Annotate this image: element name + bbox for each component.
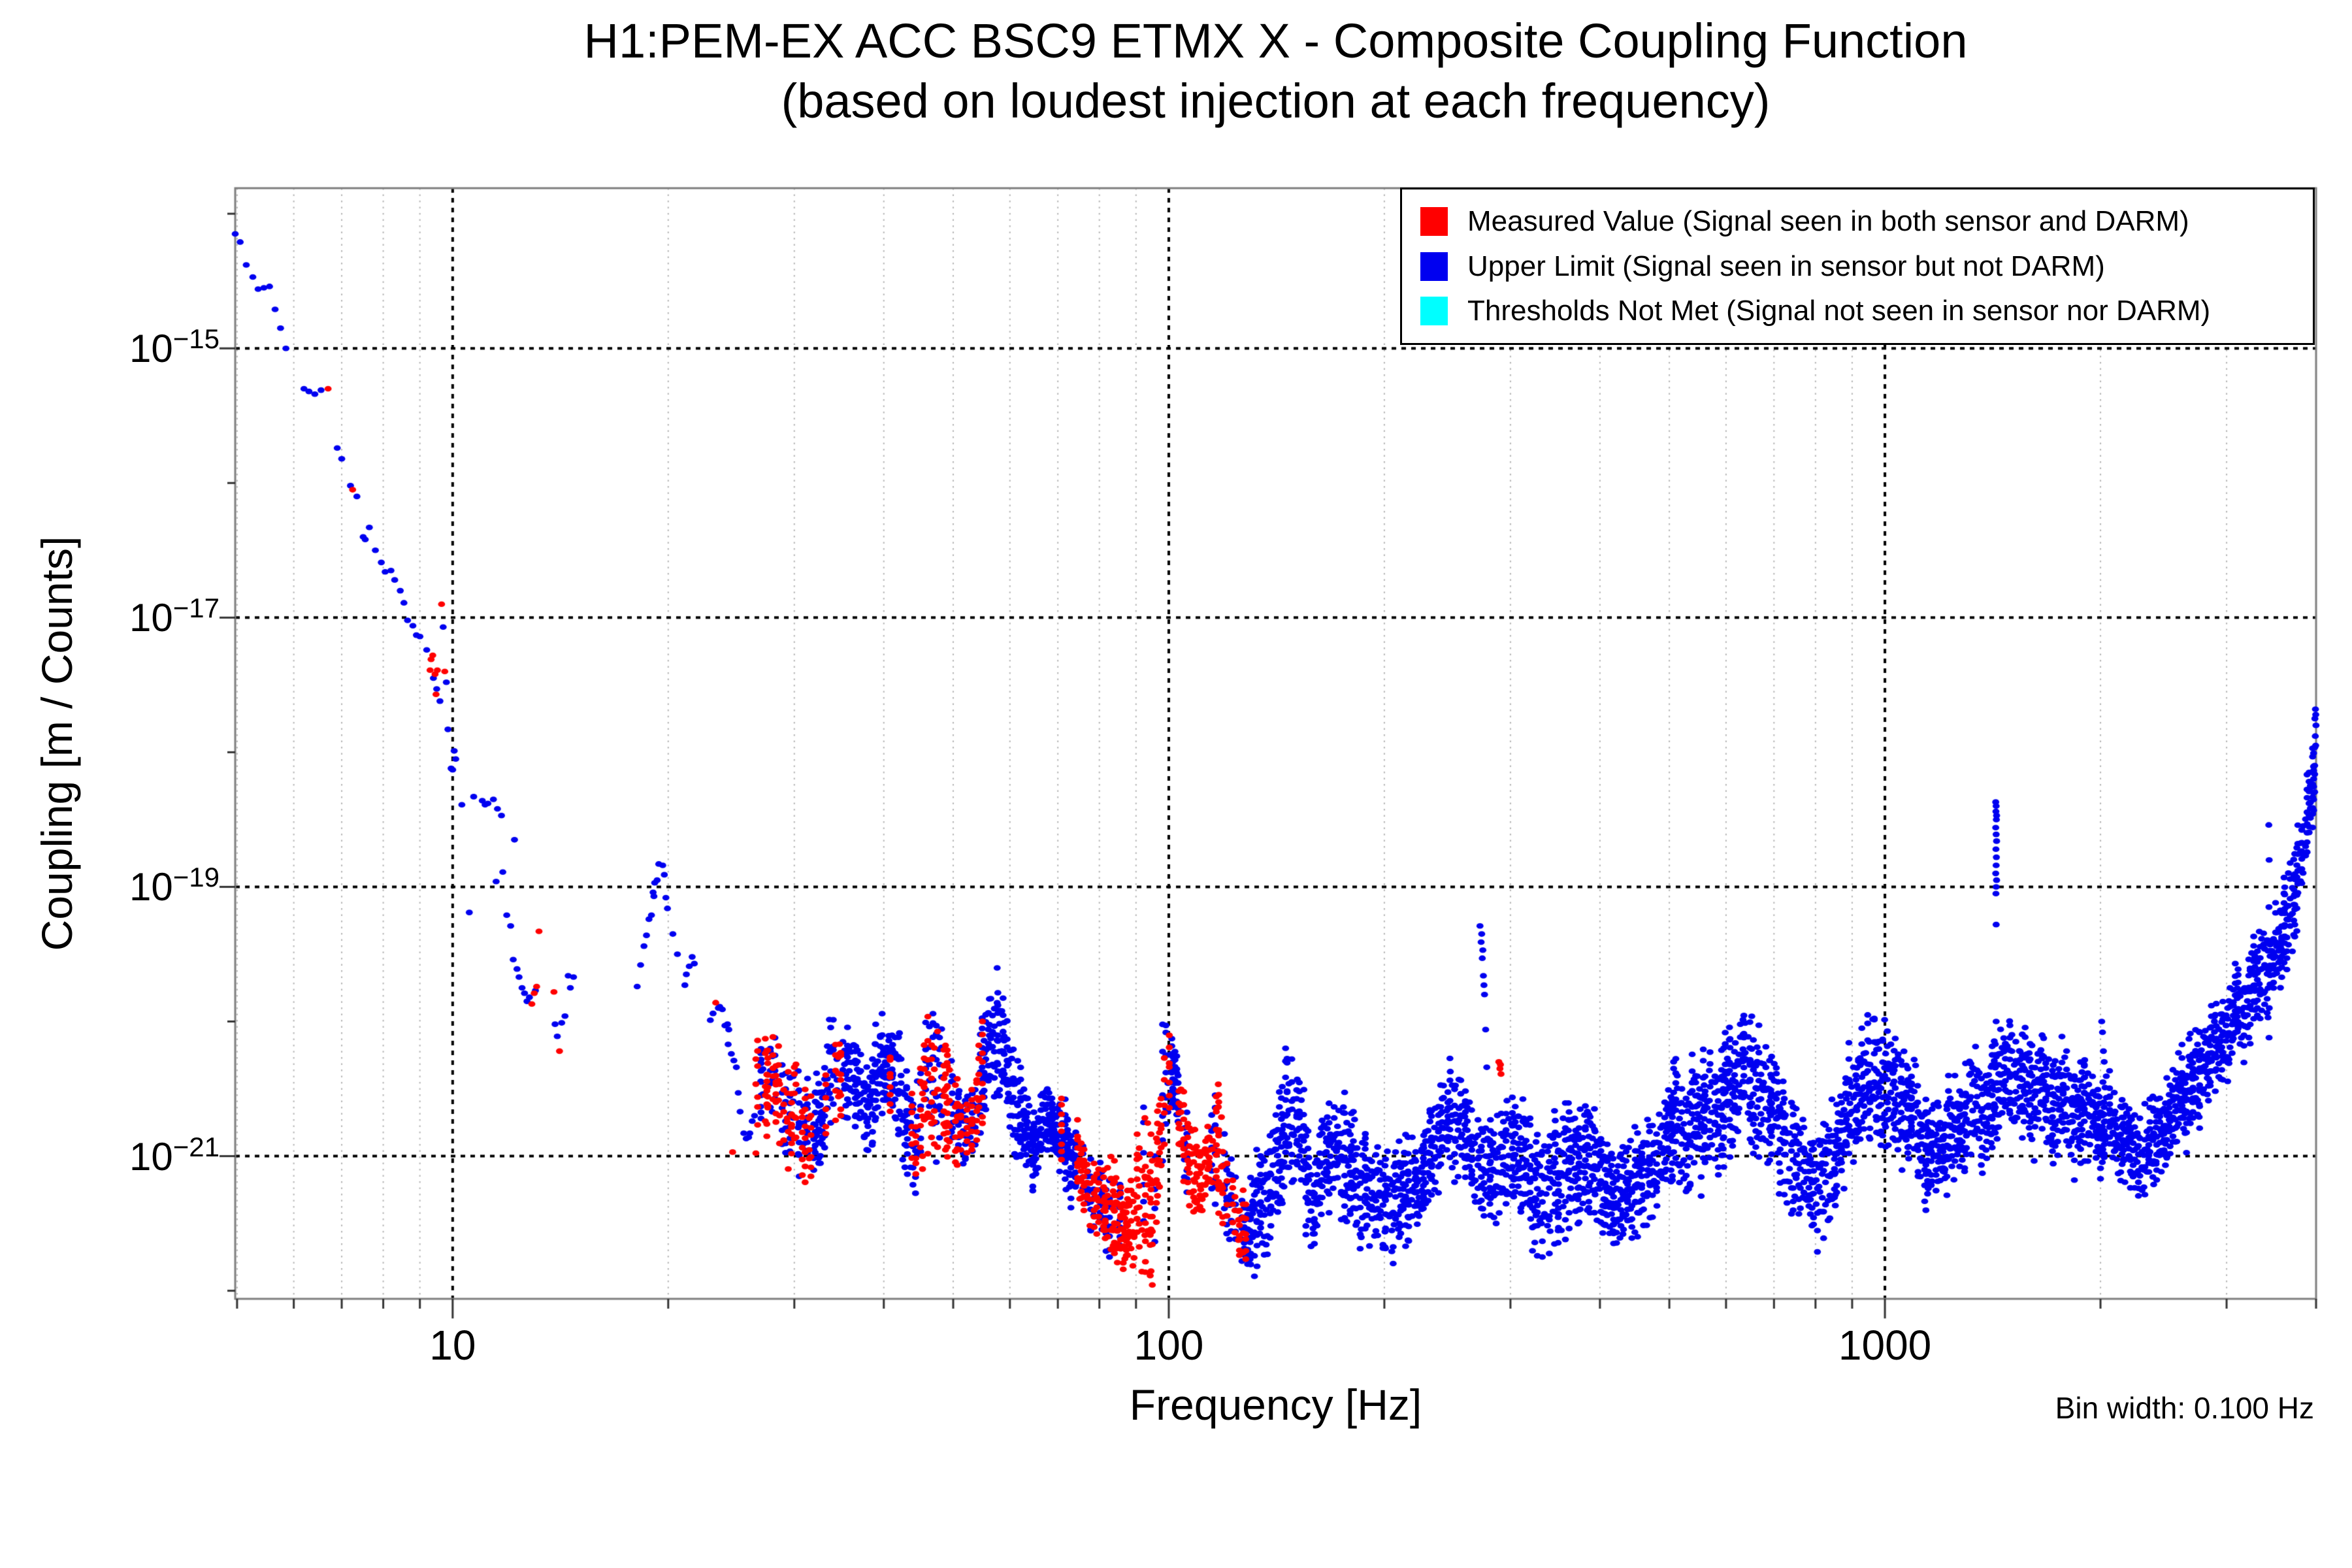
x-axis-label: Frequency [Hz] — [1129, 1380, 1422, 1429]
legend-item-thresholds-not-met: Thresholds Not Met (Signal not seen in s… — [1420, 295, 2306, 327]
y-tick-label: 10−21 — [129, 1131, 220, 1179]
measured-value-swatch — [1420, 207, 1448, 237]
thresholds-not-met-swatch — [1420, 296, 1448, 325]
upper-limit-swatch — [1420, 252, 1448, 281]
legend-item-upper-limit: Upper Limit (Signal seen in sensor but n… — [1420, 250, 2306, 283]
x-tick-label: 1000 — [1838, 1322, 1932, 1369]
x-tick-label: 10 — [429, 1322, 476, 1369]
y-tick-label: 10−15 — [129, 323, 220, 371]
legend: Measured Value (Signal seen in both sens… — [1400, 188, 2315, 345]
y-tick-label: 10−19 — [129, 862, 220, 909]
y-tick-label: 10−17 — [129, 593, 220, 640]
legend-item-label: Measured Value (Signal seen in both sens… — [1467, 205, 2189, 238]
bin-width-note: Bin width: 0.100 Hz — [2055, 1391, 2314, 1425]
legend-item-label: Upper Limit (Signal seen in sensor but n… — [1467, 250, 2105, 282]
legend-item-label: Thresholds Not Met (Signal not seen in s… — [1467, 294, 2211, 327]
chart-title: H1:PEM-EX ACC BSC9 ETMX X - Composite Co… — [583, 14, 1968, 68]
x-tick-label: 100 — [1134, 1322, 1204, 1369]
chart-subtitle: (based on loudest injection at each freq… — [781, 74, 1771, 128]
legend-item-measured: Measured Value (Signal seen in both sens… — [1420, 205, 2306, 238]
